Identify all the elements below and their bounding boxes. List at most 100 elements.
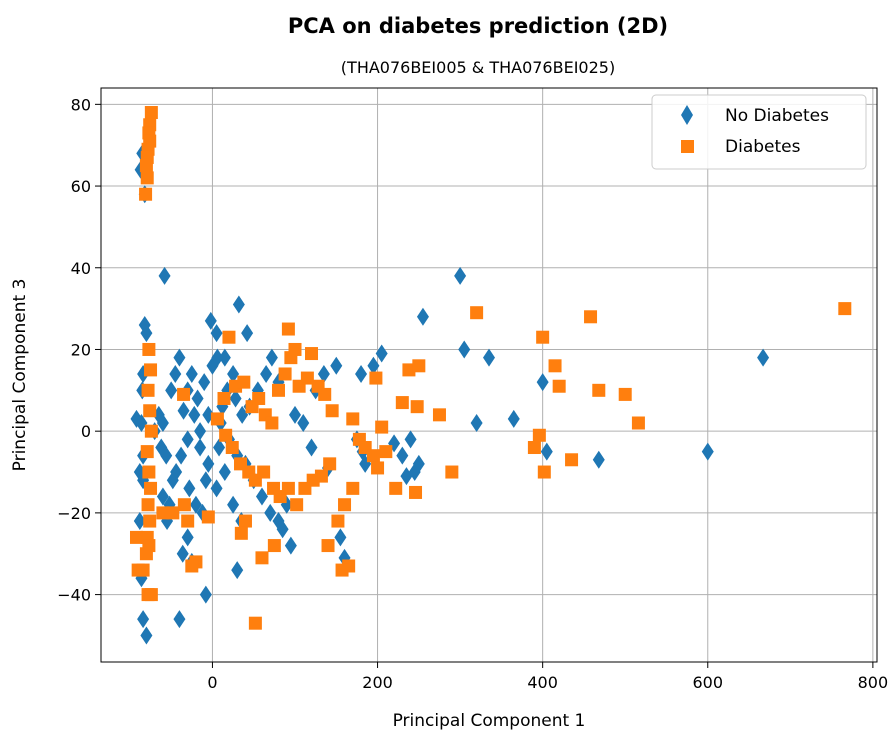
- data-point-diabetes: [281, 322, 295, 336]
- data-point-no-diabetes: [173, 610, 186, 629]
- data-point-no-diabetes: [165, 381, 178, 400]
- data-point-no-diabetes: [177, 401, 190, 420]
- data-point-no-diabetes: [202, 454, 215, 473]
- data-point-no-diabetes: [185, 364, 198, 383]
- chart-title: PCA on diabetes prediction (2D): [288, 14, 668, 38]
- data-point-diabetes: [314, 469, 328, 483]
- data-point-no-diabetes: [470, 414, 483, 433]
- data-point-diabetes: [371, 461, 385, 475]
- data-point-diabetes: [237, 375, 251, 389]
- data-point-diabetes: [338, 498, 352, 512]
- data-point-diabetes: [181, 514, 195, 528]
- data-point-diabetes: [139, 187, 153, 201]
- data-point-diabetes: [838, 302, 852, 316]
- data-point-diabetes: [136, 563, 150, 577]
- data-point-diabetes: [252, 391, 266, 405]
- data-point-diabetes: [139, 159, 153, 173]
- data-point-diabetes: [129, 530, 143, 544]
- data-point-diabetes: [389, 481, 403, 495]
- data-point-diabetes: [271, 383, 285, 397]
- data-point-diabetes: [369, 371, 383, 385]
- data-point-no-diabetes: [156, 487, 169, 506]
- data-point-no-diabetes: [218, 348, 231, 367]
- data-point-no-diabetes: [175, 446, 188, 465]
- data-point-no-diabetes: [218, 463, 231, 482]
- x-axis-label: Principal Component 1: [393, 711, 586, 731]
- data-point-no-diabetes: [229, 389, 242, 408]
- data-point-diabetes: [321, 539, 335, 553]
- data-point-no-diabetes: [255, 487, 268, 506]
- y-tick-label: 80: [71, 95, 91, 114]
- data-point-diabetes: [222, 330, 236, 344]
- legend: No Diabetes Diabetes: [651, 94, 867, 170]
- data-point-no-diabetes: [483, 348, 495, 367]
- data-point-no-diabetes: [210, 324, 223, 343]
- data-point-no-diabetes: [130, 409, 143, 428]
- y-tick-label: 40: [71, 259, 91, 278]
- data-point-diabetes: [552, 379, 566, 393]
- data-point-diabetes: [257, 465, 271, 479]
- data-point-diabetes: [592, 383, 606, 397]
- data-point-diabetes: [140, 445, 154, 459]
- data-point-no-diabetes: [155, 438, 168, 457]
- x-tick-label: 600: [692, 673, 723, 692]
- y-tick-label: 20: [71, 340, 91, 359]
- data-point-diabetes: [185, 559, 199, 573]
- data-point-no-diabetes: [232, 295, 245, 314]
- data-point-diabetes: [141, 383, 155, 397]
- data-point-no-diabetes: [169, 364, 182, 383]
- data-point-diabetes: [527, 441, 541, 455]
- data-point-diabetes: [532, 428, 546, 442]
- data-point-no-diabetes: [265, 348, 278, 367]
- data-point-no-diabetes: [173, 348, 186, 367]
- data-point-no-diabetes: [507, 409, 520, 428]
- data-point-no-diabetes: [181, 528, 194, 547]
- data-point-diabetes: [366, 449, 380, 463]
- data-point-diabetes: [141, 498, 155, 512]
- data-point-diabetes: [631, 416, 645, 430]
- data-point-diabetes: [375, 420, 389, 434]
- data-point-diabetes: [318, 387, 332, 401]
- data-point-no-diabetes: [137, 610, 150, 629]
- data-point-no-diabetes: [375, 344, 388, 363]
- data-point-diabetes: [412, 359, 426, 373]
- data-point-no-diabetes: [297, 414, 310, 433]
- data-point-diabetes: [143, 514, 157, 528]
- data-point-diabetes: [248, 616, 262, 630]
- data-point-diabetes: [565, 453, 579, 467]
- data-point-no-diabetes: [454, 266, 467, 285]
- data-point-no-diabetes: [176, 544, 189, 563]
- data-point-no-diabetes: [227, 495, 240, 514]
- data-points: [129, 106, 852, 645]
- data-point-diabetes: [144, 363, 158, 377]
- data-point-diabetes: [300, 371, 314, 385]
- data-point-no-diabetes: [355, 364, 368, 383]
- data-point-no-diabetes: [158, 266, 171, 285]
- y-tick-label: 0: [81, 422, 91, 441]
- x-tick-label: 800: [858, 673, 889, 692]
- y-axis-label: Principal Component 3: [10, 279, 30, 472]
- data-point-diabetes: [238, 514, 252, 528]
- data-point-no-diabetes: [276, 520, 289, 539]
- data-point-no-diabetes: [536, 373, 549, 392]
- data-point-diabetes: [142, 342, 156, 356]
- data-point-no-diabetes: [199, 585, 212, 604]
- data-point-diabetes: [265, 416, 279, 430]
- data-point-diabetes: [140, 171, 154, 185]
- data-point-no-diabetes: [412, 454, 425, 473]
- data-point-no-diabetes: [592, 450, 605, 469]
- data-point-no-diabetes: [289, 405, 301, 424]
- chart-subtitle: (THA076BEI005 & THA076BEI025): [341, 58, 615, 77]
- data-point-no-diabetes: [241, 324, 254, 343]
- data-point-no-diabetes: [305, 438, 318, 457]
- data-point-no-diabetes: [396, 446, 409, 465]
- data-point-diabetes: [255, 551, 269, 565]
- data-point-no-diabetes: [191, 389, 204, 408]
- data-point-diabetes: [288, 342, 302, 356]
- data-point-diabetes: [210, 412, 224, 426]
- data-point-diabetes: [548, 359, 562, 373]
- data-point-no-diabetes: [701, 442, 714, 461]
- data-point-diabetes: [537, 465, 551, 479]
- data-point-diabetes: [536, 330, 550, 344]
